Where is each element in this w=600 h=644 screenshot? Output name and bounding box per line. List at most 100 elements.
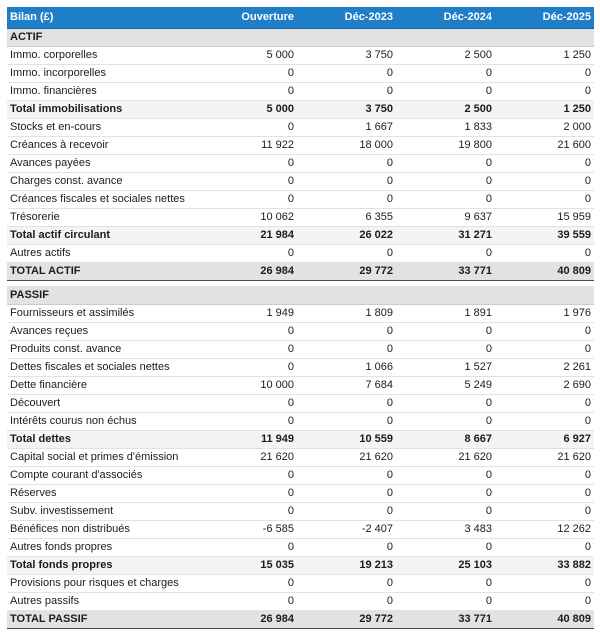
- table-row: Créances fiscales et sociales nettes 0 0 0 0: [7, 190, 594, 209]
- cell-value: 0: [198, 502, 297, 521]
- cell-value: 2 500: [396, 99, 495, 119]
- cell-value: 0: [396, 466, 495, 485]
- cell-value: 0: [198, 82, 297, 101]
- row-label: Avances payées: [7, 154, 198, 173]
- cell-value: 0: [198, 484, 297, 503]
- table-row: Produits const. avance 0 0 0 0: [7, 340, 594, 359]
- table-row: Intérêts courus non échus 0 0 0 0: [7, 412, 594, 431]
- cell-value: 0: [495, 574, 594, 593]
- cell-value: 2 690: [495, 376, 594, 395]
- cell-value: 1 250: [495, 99, 594, 119]
- table-row: Immo. incorporelles 0 0 0 0: [7, 64, 594, 83]
- cell-value: 0: [495, 502, 594, 521]
- cell-value: 0: [495, 340, 594, 359]
- table-row: TOTAL ACTIF 26 984 29 772 33 771 40 809: [7, 261, 594, 281]
- cell-value: 0: [297, 466, 396, 485]
- cell-value: 0: [198, 466, 297, 485]
- table-row: Subv. investissement 0 0 0 0: [7, 502, 594, 521]
- cell-value: 0: [495, 394, 594, 413]
- cell-value: 0: [297, 190, 396, 209]
- cell-value: 0: [495, 592, 594, 611]
- cell-value: 1 527: [396, 358, 495, 377]
- cell-value: 0: [495, 172, 594, 191]
- table-row: Total fonds propres 15 035 19 213 25 103 33 …: [7, 555, 594, 575]
- table-row: Total immobilisations 5 000 3 750 2 500 1 25…: [7, 99, 594, 119]
- cell-value: 21 620: [198, 448, 297, 467]
- table-row: Charges const. avance 0 0 0 0: [7, 172, 594, 191]
- cell-value: 0: [396, 484, 495, 503]
- table-row: Réserves 0 0 0 0: [7, 484, 594, 503]
- cell-value: -2 407: [297, 520, 396, 539]
- cell-value: 25 103: [396, 555, 495, 575]
- table-row: Stocks et en-cours 0 1 667 1 833 2 000: [7, 118, 594, 137]
- table-row: Provisions pour risques et charges 0 0 0 0: [7, 574, 594, 593]
- row-label: Total fonds propres: [7, 555, 198, 575]
- cell-value: 11 949: [198, 429, 297, 449]
- cell-value: 0: [198, 358, 297, 377]
- cell-value: 0: [495, 322, 594, 341]
- row-label: Bénéfices non distribués: [7, 520, 198, 539]
- cell-value: 33 771: [396, 609, 495, 629]
- cell-value: 3 750: [297, 46, 396, 65]
- cell-value: -6 585: [198, 520, 297, 539]
- cell-value: 26 984: [198, 261, 297, 281]
- cell-value: 0: [396, 574, 495, 593]
- cell-value: 0: [396, 394, 495, 413]
- cell-value: 0: [297, 412, 396, 431]
- cell-value: 0: [396, 592, 495, 611]
- cell-value: 0: [297, 154, 396, 173]
- cell-value: 0: [198, 154, 297, 173]
- row-label: TOTAL ACTIF: [7, 261, 198, 281]
- cell-value: 40 809: [495, 609, 594, 629]
- table-row: Immo. corporelles 5 000 3 750 2 500 1 250: [7, 46, 594, 65]
- row-label: Dette financière: [7, 376, 198, 395]
- cell-value: 9 637: [396, 208, 495, 227]
- row-label: Produits const. avance: [7, 340, 198, 359]
- cell-value: 18 000: [297, 136, 396, 155]
- row-label: Capital social et primes d'émission: [7, 448, 198, 467]
- table-row: Capital social et primes d'émission 21 62…: [7, 448, 594, 467]
- cell-value: 0: [495, 538, 594, 557]
- cell-value: 2 000: [495, 118, 594, 137]
- cell-value: 5 000: [198, 46, 297, 65]
- cell-value: 0: [198, 340, 297, 359]
- row-label: TOTAL PASSIF: [7, 609, 198, 629]
- cell-value: 0: [396, 64, 495, 83]
- cell-value: 29 772: [297, 261, 396, 281]
- cell-value: 2 500: [396, 46, 495, 65]
- cell-value: 0: [495, 190, 594, 209]
- cell-value: 0: [495, 82, 594, 101]
- table-row: TOTAL PASSIF 26 984 29 772 33 771 40 809: [7, 609, 594, 629]
- cell-value: 10 062: [198, 208, 297, 227]
- section-header-row: PASSIF: [7, 286, 594, 305]
- cell-value: 0: [297, 502, 396, 521]
- table-row: Fournisseurs et assimilés 1 949 1 809 1 891…: [7, 304, 594, 323]
- cell-value: 0: [297, 172, 396, 191]
- cell-value: 5 249: [396, 376, 495, 395]
- table-row: Autres fonds propres 0 0 0 0: [7, 538, 594, 557]
- row-label: Immo. incorporelles: [7, 64, 198, 83]
- row-label: Subv. investissement: [7, 502, 198, 521]
- cell-value: 39 559: [495, 225, 594, 245]
- table-row: Avances payées 0 0 0 0: [7, 154, 594, 173]
- cell-value: 0: [198, 118, 297, 137]
- cell-value: 21 620: [297, 448, 396, 467]
- cell-value: 1 949: [198, 304, 297, 323]
- row-label: Total actif circulant: [7, 225, 198, 245]
- row-label: Provisions pour risques et charges: [7, 574, 198, 593]
- cell-value: 1 809: [297, 304, 396, 323]
- table-row: Compte courant d'associés 0 0 0 0: [7, 466, 594, 485]
- cell-value: 8 667: [396, 429, 495, 449]
- cell-value: 0: [495, 154, 594, 173]
- cell-value: 15 035: [198, 555, 297, 575]
- row-label: Autres fonds propres: [7, 538, 198, 557]
- section-header-row: ACTIF: [7, 28, 594, 47]
- cell-value: 1 833: [396, 118, 495, 137]
- row-label: Avances reçues: [7, 322, 198, 341]
- cell-value: 0: [297, 244, 396, 263]
- row-label: Total immobilisations: [7, 99, 198, 119]
- cell-value: 31 271: [396, 225, 495, 245]
- row-label: Dettes fiscales et sociales nettes: [7, 358, 198, 377]
- table-row: Autres actifs 0 0 0 0: [7, 244, 594, 263]
- cell-value: 0: [396, 538, 495, 557]
